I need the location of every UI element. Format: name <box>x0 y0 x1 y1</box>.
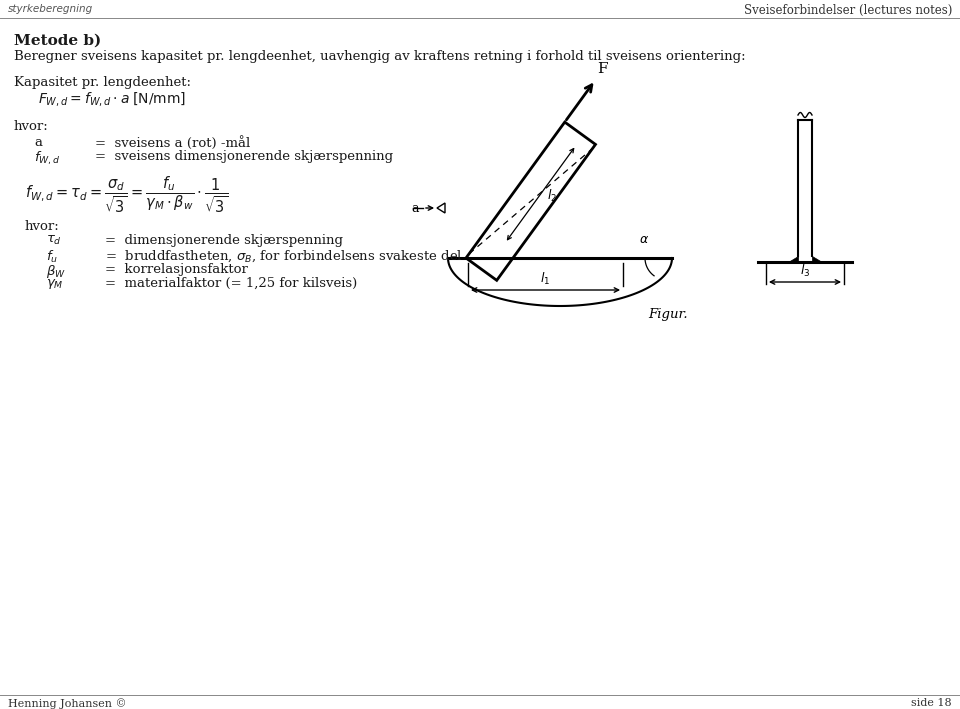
Text: styrkeberegning: styrkeberegning <box>8 4 93 14</box>
Text: hvor:: hvor: <box>25 220 60 233</box>
Text: $f_u$: $f_u$ <box>46 249 59 265</box>
Text: Sveiseforbindelser (lectures notes): Sveiseforbindelser (lectures notes) <box>744 4 952 17</box>
Text: $F_{W,d} = f_{W,d} \cdot a \; \left[\mathrm{N/mm}\right]$: $F_{W,d} = f_{W,d} \cdot a \; \left[\mat… <box>38 90 186 108</box>
Text: $l_1$: $l_1$ <box>540 271 551 287</box>
Text: a: a <box>412 201 419 215</box>
Text: =  sveisens dimensjonerende skjærspenning: = sveisens dimensjonerende skjærspenning <box>95 150 394 163</box>
Text: =  dimensjonerende skjærspenning: = dimensjonerende skjærspenning <box>105 234 343 247</box>
Text: =  sveisens a (rot) -mål: = sveisens a (rot) -mål <box>95 136 251 150</box>
Polygon shape <box>788 256 798 262</box>
Text: =  korrelasjonsfaktor: = korrelasjonsfaktor <box>105 263 248 276</box>
Text: Figur.: Figur. <box>648 308 687 321</box>
Text: $\tau_d$: $\tau_d$ <box>46 234 61 247</box>
Text: $\alpha$: $\alpha$ <box>639 233 649 246</box>
Text: $\beta_W$: $\beta_W$ <box>46 263 66 280</box>
Text: =  materialfaktor (= 1,25 for kilsveis): = materialfaktor (= 1,25 for kilsveis) <box>105 277 357 290</box>
Text: side 18: side 18 <box>911 698 952 708</box>
Text: $l_2$: $l_2$ <box>546 188 557 204</box>
Text: Kapasitet pr. lengdeenhet:: Kapasitet pr. lengdeenhet: <box>14 76 191 89</box>
Text: Beregner sveisens kapasitet pr. lengdeenhet, uavhengig av kraftens retning i for: Beregner sveisens kapasitet pr. lengdeen… <box>14 50 746 63</box>
Text: $l_3$: $l_3$ <box>800 263 810 279</box>
Text: F: F <box>597 62 608 76</box>
Text: =  bruddfastheten, $\sigma_B$, for forbindelsens svakeste del: = bruddfastheten, $\sigma_B$, for forbin… <box>105 249 463 264</box>
Text: hvor:: hvor: <box>14 120 49 133</box>
Text: $\gamma_M$: $\gamma_M$ <box>46 277 63 291</box>
Text: a: a <box>34 136 42 149</box>
Polygon shape <box>812 256 822 262</box>
Text: Metode b): Metode b) <box>14 34 101 48</box>
Text: Henning Johansen ©: Henning Johansen © <box>8 698 127 709</box>
Text: $f_{W,d}$: $f_{W,d}$ <box>34 150 60 167</box>
Text: $f_{W,d} = \tau_d = \dfrac{\sigma_d}{\sqrt{3}} = \dfrac{f_u}{\gamma_M \cdot \bet: $f_{W,d} = \tau_d = \dfrac{\sigma_d}{\sq… <box>25 175 228 216</box>
